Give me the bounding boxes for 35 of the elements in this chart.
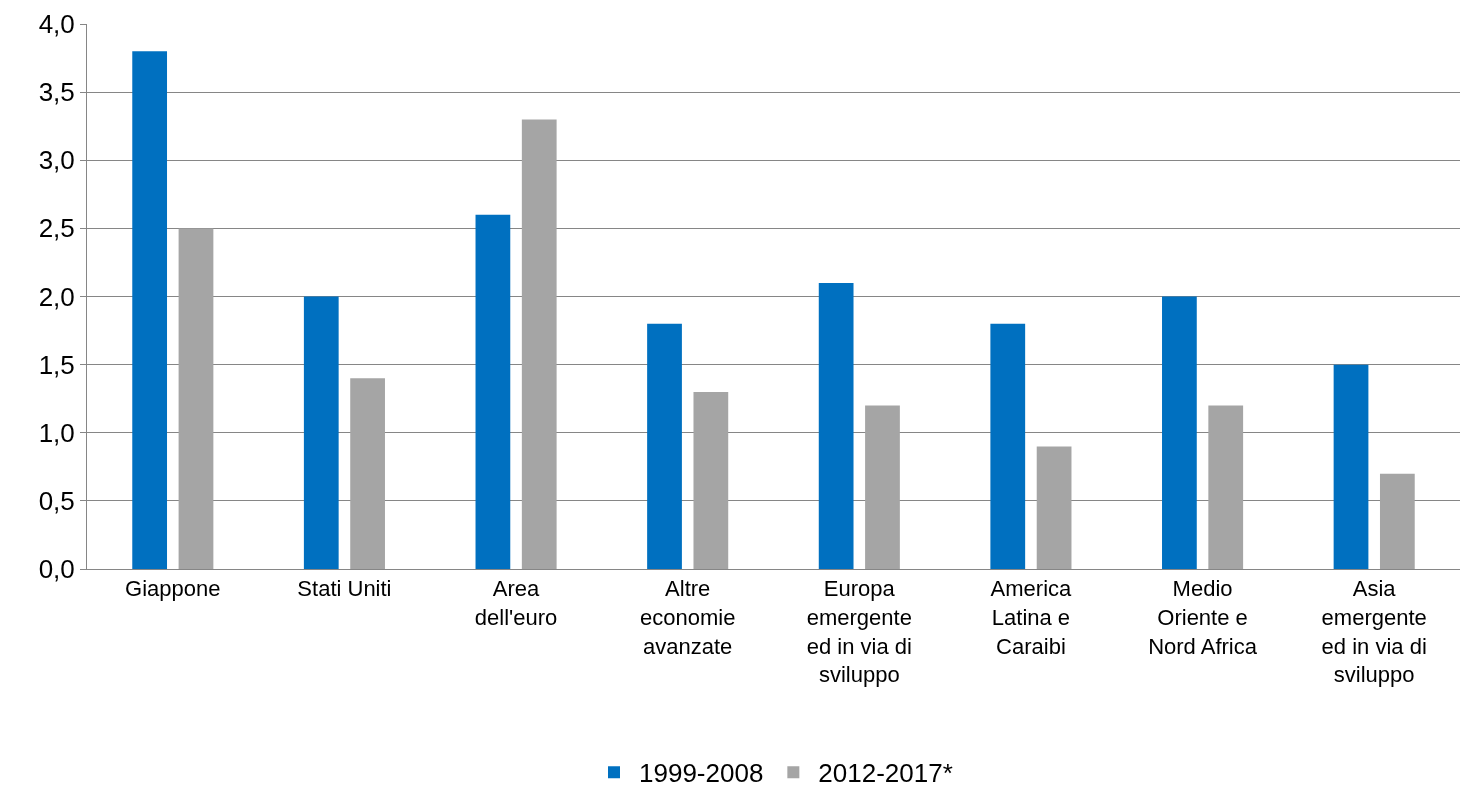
bar xyxy=(521,119,557,569)
y-tick-label: 1,0 xyxy=(38,417,75,448)
y-tick-label: 0,0 xyxy=(38,554,75,585)
bar xyxy=(178,228,214,569)
bar xyxy=(475,214,511,569)
bar xyxy=(865,405,900,569)
x-tick-label: Stati Uniti xyxy=(297,576,392,602)
x-tick-label: Area dell'euro xyxy=(474,576,558,630)
x-tick-label: Europa emergente ed in via di sviluppo xyxy=(806,576,912,688)
bar xyxy=(1333,364,1369,569)
bar xyxy=(1379,473,1415,569)
legend-label: 2012-2017* xyxy=(818,758,953,789)
y-tick-label: 2,0 xyxy=(38,281,75,312)
bar xyxy=(1208,405,1244,569)
x-tick-label: Giappone xyxy=(125,576,221,602)
bar xyxy=(693,391,729,569)
y-tick-label: 0,5 xyxy=(38,485,75,516)
bar xyxy=(647,323,682,569)
bar xyxy=(818,282,854,569)
y-tick-label: 2,5 xyxy=(38,213,75,244)
bar xyxy=(1162,296,1197,569)
legend-label: 1999-2008 xyxy=(639,758,764,789)
x-tick-label: America Latina e Caraibi xyxy=(990,576,1073,659)
y-tick-label: 3,5 xyxy=(38,77,75,108)
bar xyxy=(303,296,339,569)
y-tick-label: 4,0 xyxy=(38,9,75,40)
y-tick-label: 3,0 xyxy=(38,145,75,176)
bar xyxy=(132,51,168,569)
y-tick-label: 1,5 xyxy=(38,349,75,380)
x-tick-label: Asia emergente ed in via di sviluppo xyxy=(1321,576,1427,688)
bar xyxy=(1036,446,1072,569)
bar xyxy=(350,378,385,569)
bar xyxy=(990,323,1026,569)
x-tick-label: Altre economie avanzate xyxy=(639,576,736,659)
x-tick-label: Medio Oriente e Nord Africa xyxy=(1148,576,1258,659)
